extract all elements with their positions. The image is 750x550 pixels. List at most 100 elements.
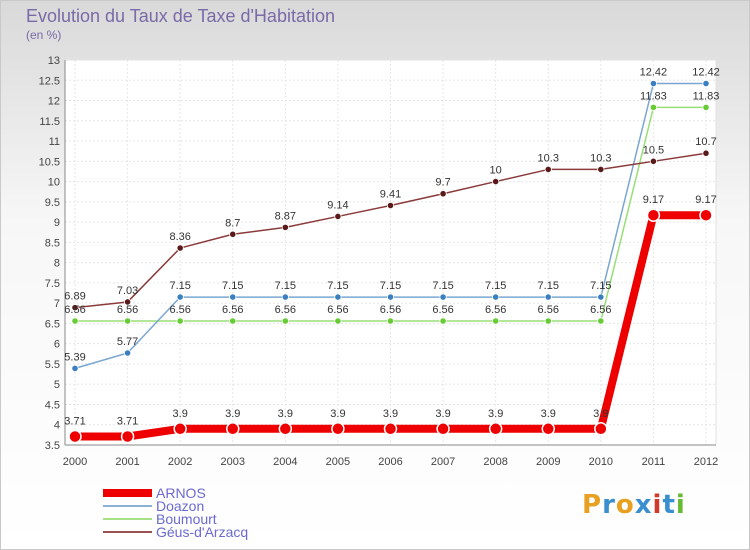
data-label: 10.5	[643, 144, 664, 156]
data-point	[597, 165, 605, 174]
data-label: 3.9	[488, 408, 503, 420]
data-label: 10	[490, 165, 502, 177]
data-label: 8.87	[275, 210, 296, 222]
data-label: 6.56	[117, 304, 138, 316]
y-tick-label: 9	[54, 217, 60, 229]
data-point	[649, 157, 658, 165]
x-tick-label: 2010	[589, 456, 613, 468]
data-point	[331, 422, 345, 436]
data-label: 8.7	[225, 217, 240, 229]
data-label: 10.3	[538, 152, 559, 164]
data-point	[544, 293, 552, 301]
data-label: 9.17	[695, 194, 716, 206]
data-label: 7.03	[117, 285, 138, 297]
data-label: 10.3	[590, 152, 611, 164]
y-tick-label: 12.5	[39, 75, 60, 87]
data-point	[386, 293, 395, 301]
data-point	[71, 304, 79, 312]
x-tick-label: 2006	[378, 456, 402, 468]
data-point	[281, 293, 289, 301]
data-point	[123, 349, 132, 357]
data-label: 3.9	[278, 408, 293, 420]
x-tick-label: 2007	[431, 456, 455, 468]
data-point	[646, 208, 661, 222]
x-tick-label: 2012	[694, 456, 718, 468]
data-label: 6.56	[432, 304, 453, 316]
data-point	[173, 422, 187, 436]
x-tick-label: 2011	[642, 456, 666, 468]
data-label: 7.15	[485, 280, 506, 292]
x-tick-label: 2003	[221, 456, 245, 468]
logo-letter: r	[602, 490, 616, 520]
data-point	[176, 244, 184, 252]
y-tick-label: 5.5	[45, 359, 60, 371]
data-label: 6.56	[275, 304, 296, 316]
data-point	[439, 293, 447, 301]
data-point	[492, 293, 500, 301]
data-point	[544, 165, 552, 174]
data-label: 12.42	[640, 67, 668, 79]
legend-label: Géus-d'Arzacq	[156, 524, 248, 540]
data-label: 3.9	[173, 408, 188, 420]
y-tick-label: 13	[48, 55, 60, 67]
data-label: 3.9	[383, 408, 398, 420]
data-point	[123, 298, 132, 306]
data-point	[439, 190, 447, 198]
logo-letter: i	[652, 490, 663, 520]
data-label: 6.56	[327, 304, 348, 316]
legend-label: Doazon	[156, 498, 204, 514]
data-point	[544, 317, 552, 325]
data-point	[488, 422, 503, 436]
data-point	[334, 212, 342, 221]
y-tick-label: 9.5	[45, 197, 60, 209]
y-tick-label: 12	[48, 96, 60, 108]
data-point	[702, 103, 710, 112]
y-tick-label: 11.5	[39, 116, 60, 128]
x-tick-label: 2004	[273, 456, 297, 468]
data-point	[71, 317, 79, 325]
data-point	[541, 422, 555, 436]
y-tick-label: 10.5	[39, 156, 60, 168]
logo-letter: i	[675, 490, 686, 520]
data-point	[649, 103, 658, 112]
data-point	[123, 317, 132, 325]
data-point	[699, 208, 713, 222]
data-label: 7.15	[590, 280, 611, 292]
data-label: 5.39	[64, 351, 85, 363]
data-label: 7.15	[327, 280, 348, 292]
data-label: 12.42	[692, 67, 720, 79]
data-point	[597, 293, 605, 301]
legend-label: Boumourt	[156, 511, 217, 527]
data-point	[386, 317, 395, 325]
data-point	[439, 317, 447, 325]
data-point	[176, 317, 184, 325]
data-label: 6.56	[64, 304, 85, 316]
data-label: 6.56	[222, 304, 243, 316]
logo-letter: x	[634, 490, 653, 520]
data-label: 9.7	[435, 177, 450, 189]
data-label: 11.83	[693, 90, 720, 102]
data-label: 9.14	[327, 199, 348, 211]
data-point	[226, 422, 240, 436]
data-point	[68, 429, 82, 444]
y-tick-label: 7.5	[45, 278, 60, 290]
data-point	[71, 364, 79, 373]
y-tick-label: 5	[54, 379, 60, 391]
data-label: 6.56	[380, 304, 401, 316]
data-label: 5.77	[117, 336, 138, 348]
data-label: 9.41	[380, 188, 401, 200]
data-label: 7.15	[275, 280, 296, 292]
data-label: 6.56	[485, 304, 506, 316]
data-point	[229, 293, 237, 301]
logo-letter: t	[662, 490, 676, 520]
data-point	[278, 422, 293, 436]
x-tick-label: 2009	[536, 456, 560, 468]
data-point	[649, 79, 658, 88]
data-label: 3.71	[64, 415, 85, 427]
data-point	[383, 422, 398, 436]
data-label: 7.15	[432, 280, 453, 292]
y-tick-label: 6	[54, 339, 60, 351]
data-label: 8.36	[169, 231, 190, 243]
data-point	[120, 429, 135, 444]
